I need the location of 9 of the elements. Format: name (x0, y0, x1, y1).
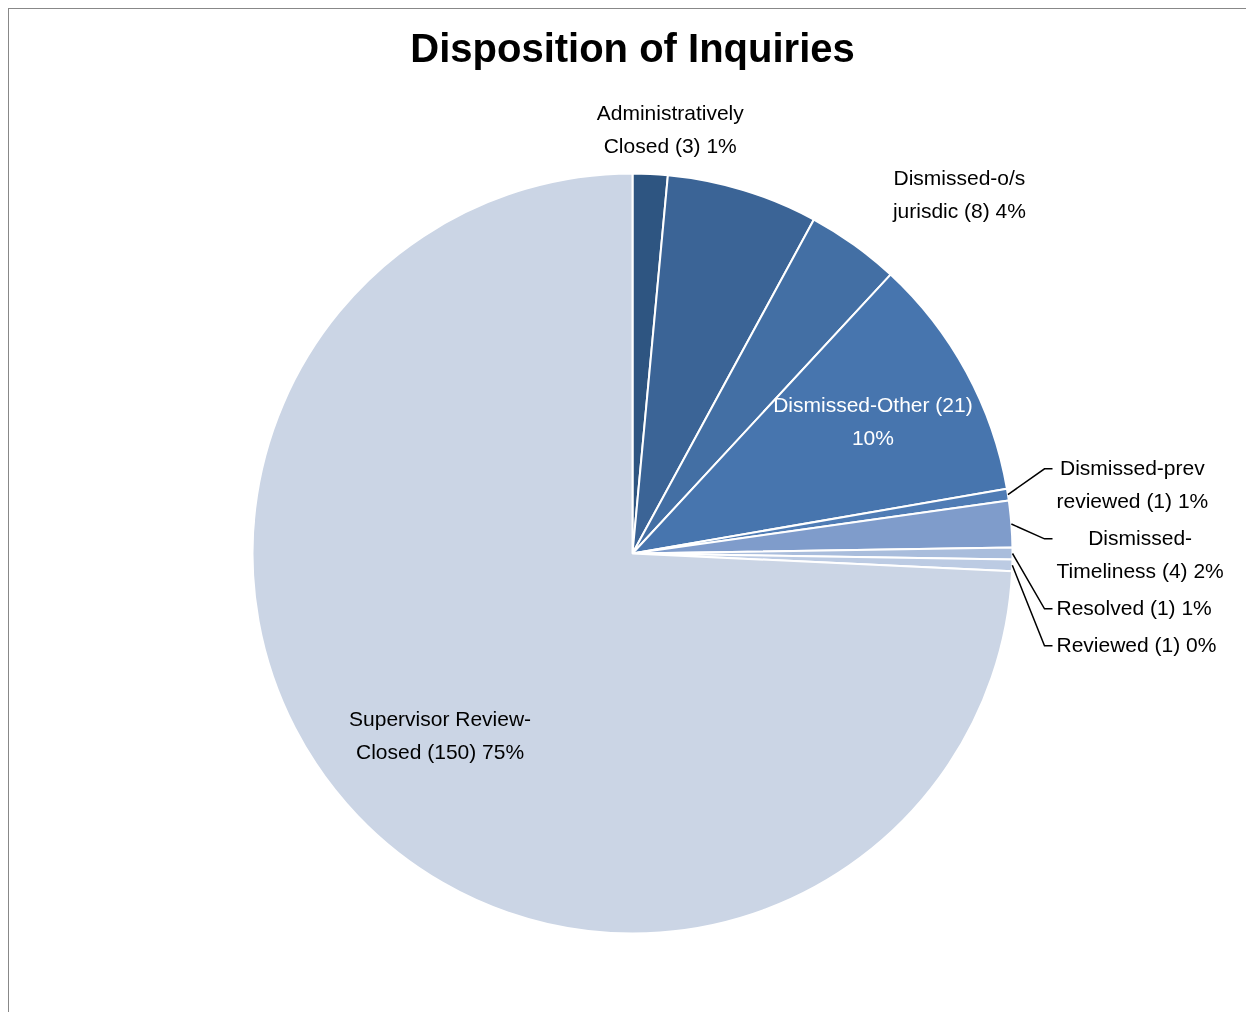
slice-label: Dismissed-prev reviewed (1) 1% (1056, 455, 1209, 512)
slice-label: Reviewed (1) 0% (1056, 632, 1217, 656)
slice-label: Dismissed-o/s jurisdic (8) 4% (891, 166, 1026, 223)
chart-title: Disposition of Inquiries (410, 26, 855, 71)
slice-label: Dismissed-Timeliness (4) 2% (1056, 525, 1224, 582)
slice-label: Resolved (1) 1% (1056, 595, 1212, 619)
slice-label: Dismissed-Other (21) 10% (773, 393, 973, 450)
slice-label: Supervisor Review-Closed (150) 75% (349, 707, 532, 764)
slice-label: Administratively Closed (3) 1% (596, 101, 745, 158)
